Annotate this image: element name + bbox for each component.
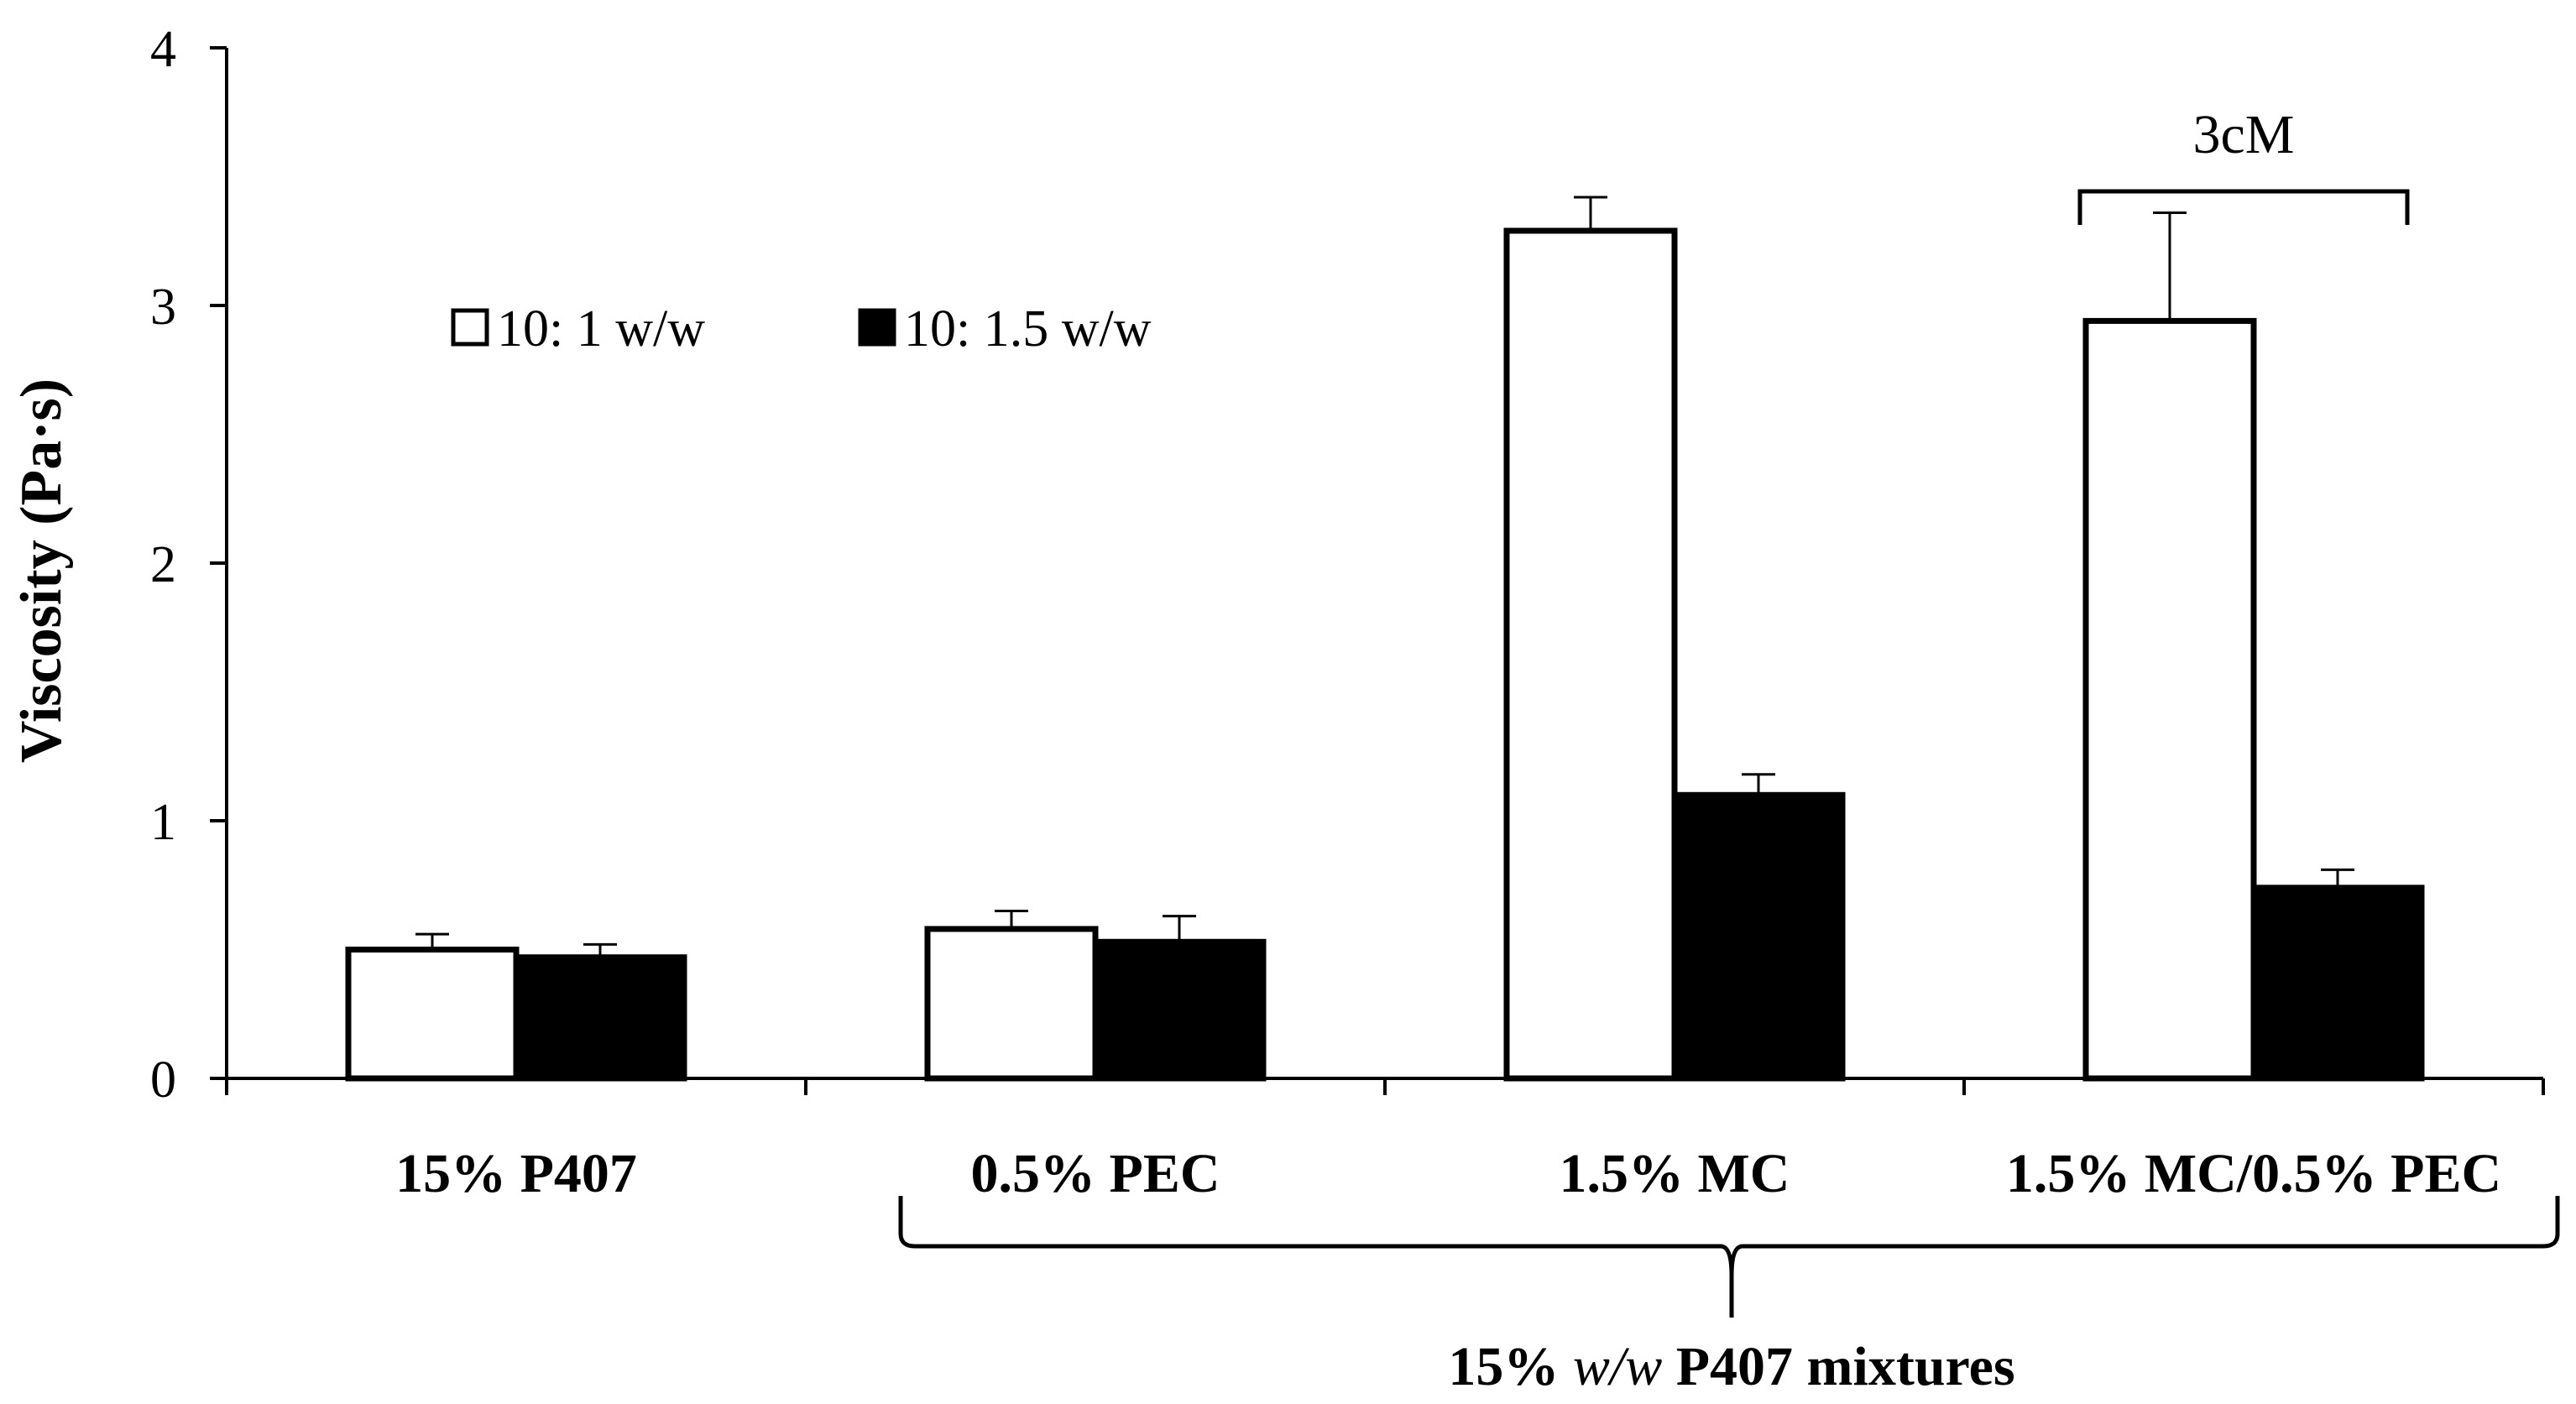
group-label: 15% w/w P407 mixtures [1448, 1336, 2014, 1397]
legend-swatch-series-2 [858, 308, 896, 347]
y-tick-label-1: 1 [150, 794, 176, 851]
bar-2-3 [2250, 885, 2425, 1082]
y-tick-label-4: 4 [150, 21, 176, 78]
bar-2-2 [1671, 791, 1846, 1082]
y-tick-label-3: 3 [150, 279, 176, 336]
bars [345, 227, 2425, 1082]
x-category-label-0: 15% P407 [395, 1143, 637, 1204]
bar-2-0 [513, 954, 687, 1082]
labels: 15% P407 0.5% PEC 1.5% MC 1.5% MC/0.5% PEC [395, 1143, 2501, 1204]
group-brace-shape [898, 1196, 2560, 1318]
x-category-label-1: 0.5% PEC [971, 1143, 1220, 1204]
legend-label-series-1: 10: 1 w/w [497, 300, 705, 358]
bar-2-1 [1092, 938, 1267, 1082]
bar-1-1 [924, 926, 1099, 1082]
legend-swatch-series-1 [451, 308, 489, 347]
x-category-label-2: 1.5% MC [1560, 1143, 1790, 1204]
error-bars [415, 196, 2354, 958]
bar-1-2 [1503, 227, 1678, 1082]
group-label-prefix: 15% [1448, 1336, 1573, 1397]
group-brace: 15% w/w P407 mixtures [898, 1196, 2560, 1397]
y-tick-label-2: 2 [150, 536, 176, 593]
bracket-3cm-label: 3cM [2193, 104, 2295, 165]
legend-label-series-2: 10: 1.5 w/w [904, 300, 1152, 358]
y-tick-label-0: 0 [150, 1052, 176, 1109]
bar-1-3 [2082, 317, 2257, 1082]
x-category-label-3: 1.5% MC/0.5% PEC [2006, 1143, 2501, 1204]
legend: 10: 1 w/w 10: 1.5 w/w [451, 300, 1152, 358]
y-axis-label: Viscosity (Pa·s) [9, 378, 74, 763]
bracket-3cm-shape [2077, 189, 2410, 225]
bracket-3cm: 3cM [2077, 104, 2410, 225]
bar-1-0 [345, 947, 520, 1082]
group-label-suffix: P407 mixtures [1662, 1336, 2014, 1397]
group-label-italic: w/w [1573, 1336, 1662, 1397]
